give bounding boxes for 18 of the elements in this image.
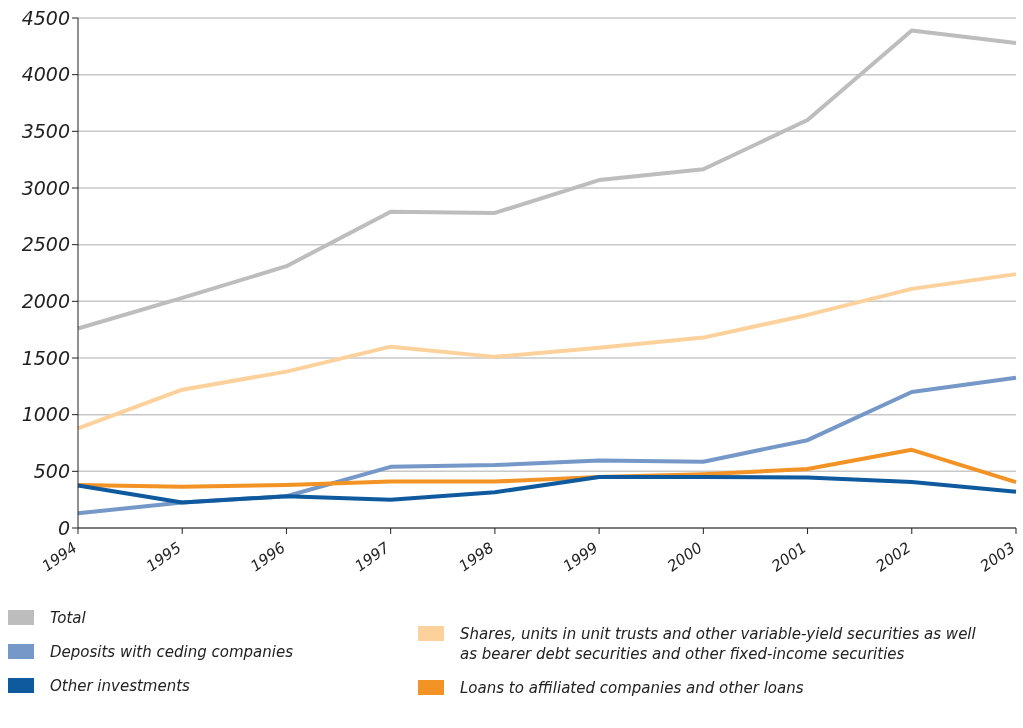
- legend-label: Deposits with ceding companies: [50, 642, 293, 662]
- legend-label: Total: [50, 608, 86, 628]
- y-tick-label: 4000: [21, 63, 70, 86]
- y-tick-label: 2500: [21, 233, 70, 256]
- line-series: [76, 272, 1018, 431]
- y-tick-label: 1000: [21, 403, 70, 426]
- y-tick-label: 0: [57, 516, 70, 539]
- y-tick-label: 1500: [21, 346, 70, 369]
- y-tick-label: 2000: [21, 290, 70, 313]
- y-tick-label: 3000: [21, 176, 70, 199]
- legend-label: Shares, units in unit trusts and other variable-yield securities as well as bearer debt securities and other fixed-income securities: [460, 624, 977, 664]
- y-tick-label: 500: [33, 460, 70, 483]
- y-tick-label: 3500: [21, 120, 70, 143]
- line-series: [76, 475, 1018, 505]
- line-series: [76, 28, 1018, 331]
- y-tick-label: 4500: [21, 6, 70, 29]
- legend-label: Loans to affiliated companies and other loans: [460, 678, 804, 698]
- legend-label: Other investments: [50, 676, 190, 696]
